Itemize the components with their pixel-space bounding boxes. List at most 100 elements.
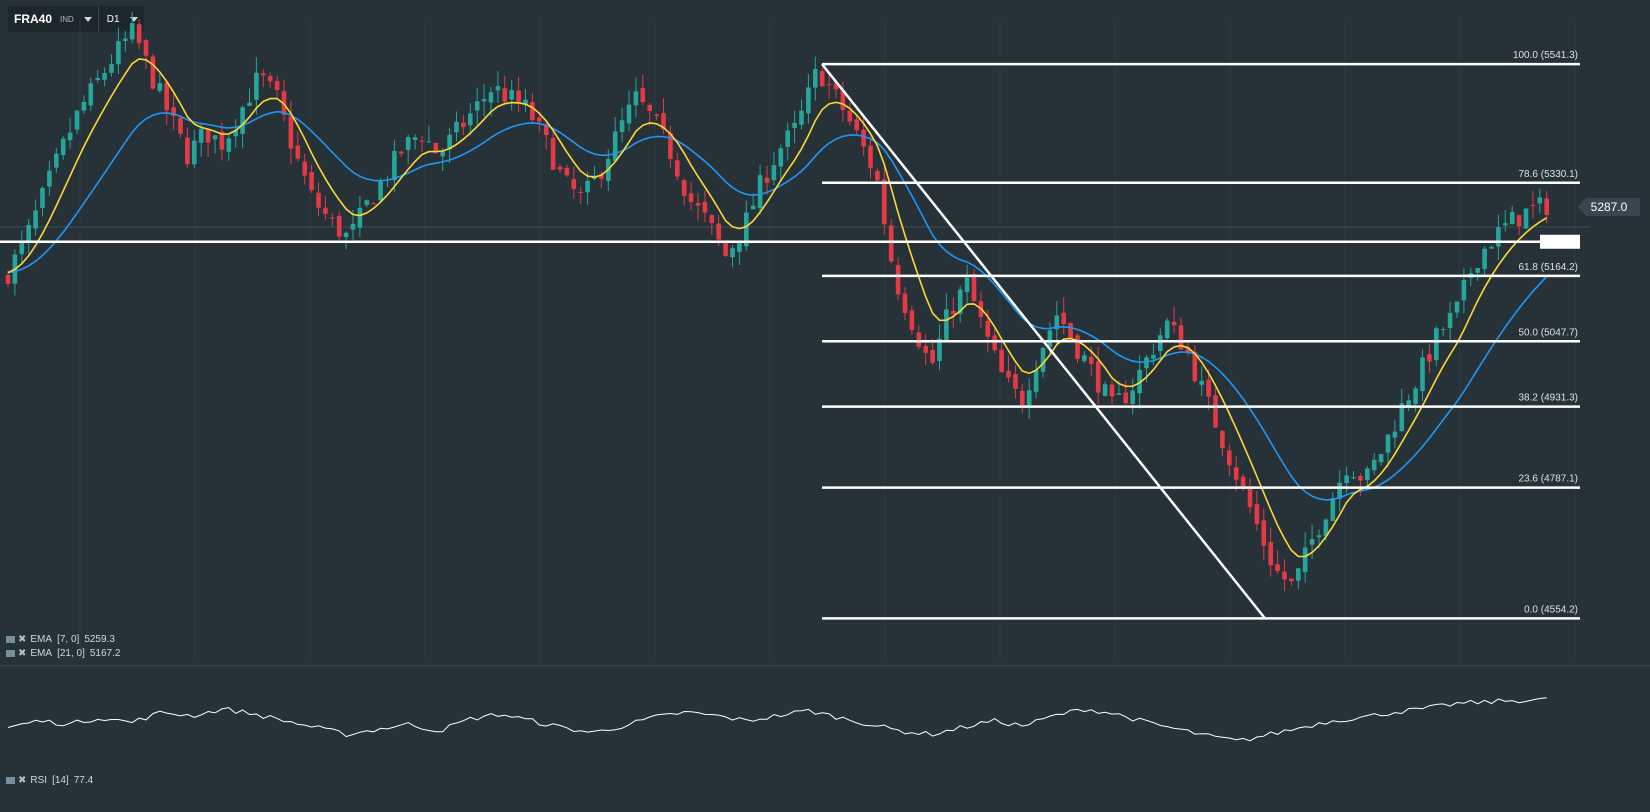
candle [1489,245,1494,249]
candle [26,219,31,255]
candle [88,77,94,111]
chevron-down-icon[interactable] [83,16,92,22]
candle [654,113,659,121]
candle [1033,360,1039,399]
candle [426,125,432,143]
candle [357,195,363,238]
candle [1420,349,1425,402]
candle [240,105,245,149]
candle [1254,490,1260,531]
candle [1454,301,1460,318]
candle [281,79,287,122]
trend-line[interactable] [821,63,1266,620]
candle [171,93,176,131]
indicator-settings-icon[interactable] [6,777,15,784]
candle [861,114,866,156]
candle [1282,559,1287,592]
ema7-line [7,58,1548,558]
candle [1434,325,1439,367]
candle [668,125,673,168]
candle [992,326,997,354]
candle [261,69,266,87]
rsi-legend: ✖ RSI [14] 77.4 [6,775,93,786]
close-icon[interactable]: ✖ [18,648,27,659]
candle [1296,567,1301,590]
candle [136,19,142,50]
current-price-tag: 5287.0 [1578,197,1640,216]
candle [799,99,804,130]
indicator-settings-icon[interactable] [6,650,15,657]
candle [419,136,425,152]
timeframe-selector[interactable]: D1 [99,6,144,32]
candle [219,122,225,161]
candle [619,107,625,143]
candle [578,186,583,204]
candle [1171,306,1177,334]
candle [302,153,307,185]
candle [412,133,418,150]
candle [730,245,735,268]
candle [882,165,887,235]
candle [826,74,832,99]
candle [1358,473,1363,496]
candle [1530,190,1536,219]
candle [813,56,818,101]
candle [468,103,473,136]
candle [1075,333,1080,363]
candle [702,190,708,223]
candle [1123,380,1129,405]
candle [1337,470,1342,512]
indicator-settings-icon[interactable] [6,636,15,643]
symbol-selector[interactable]: FRA40 IND [8,6,99,32]
candle [688,181,694,211]
candle [1109,380,1115,405]
candle [495,71,501,103]
candle [895,257,901,301]
candle [585,171,590,205]
candle [709,214,715,235]
candle [1427,343,1432,373]
candle [40,186,45,216]
candle [1275,550,1280,574]
candle [323,195,328,220]
candle [1206,368,1211,410]
candle [930,339,935,365]
candle [405,134,411,165]
candle [537,112,542,133]
line-handle[interactable] [1540,234,1580,249]
candle [102,67,107,87]
symbol-name: FRA40 [14,12,53,26]
current-price-value: 5287.0 [1591,200,1628,214]
candle [205,128,211,157]
candle [461,114,466,135]
ema7-legend: ✖ EMA [7, 0] 5259.3 [6,634,115,645]
candle [612,117,618,162]
fib-level-label: 38.2 (4931.3) [1519,393,1579,404]
candle [1020,383,1025,413]
candle [226,135,232,161]
candle [633,77,639,118]
candle [1537,188,1543,214]
candle [1164,317,1170,342]
candle [54,147,59,173]
close-icon[interactable]: ✖ [18,634,27,645]
indicator-value: 5167.2 [89,648,121,659]
candle [1482,246,1487,277]
candle [1158,328,1163,360]
close-icon[interactable]: ✖ [18,775,27,786]
candle [123,30,128,52]
candle [267,72,273,88]
candle [647,102,652,126]
candle [5,270,11,288]
candle [971,269,977,302]
candle [1496,214,1501,261]
candle [1378,453,1384,466]
candle [67,117,73,149]
candle [295,131,301,162]
candle [999,342,1004,373]
candle [81,95,87,114]
candle [523,88,528,112]
chevron-down-icon[interactable] [129,16,138,22]
candle [875,167,880,183]
